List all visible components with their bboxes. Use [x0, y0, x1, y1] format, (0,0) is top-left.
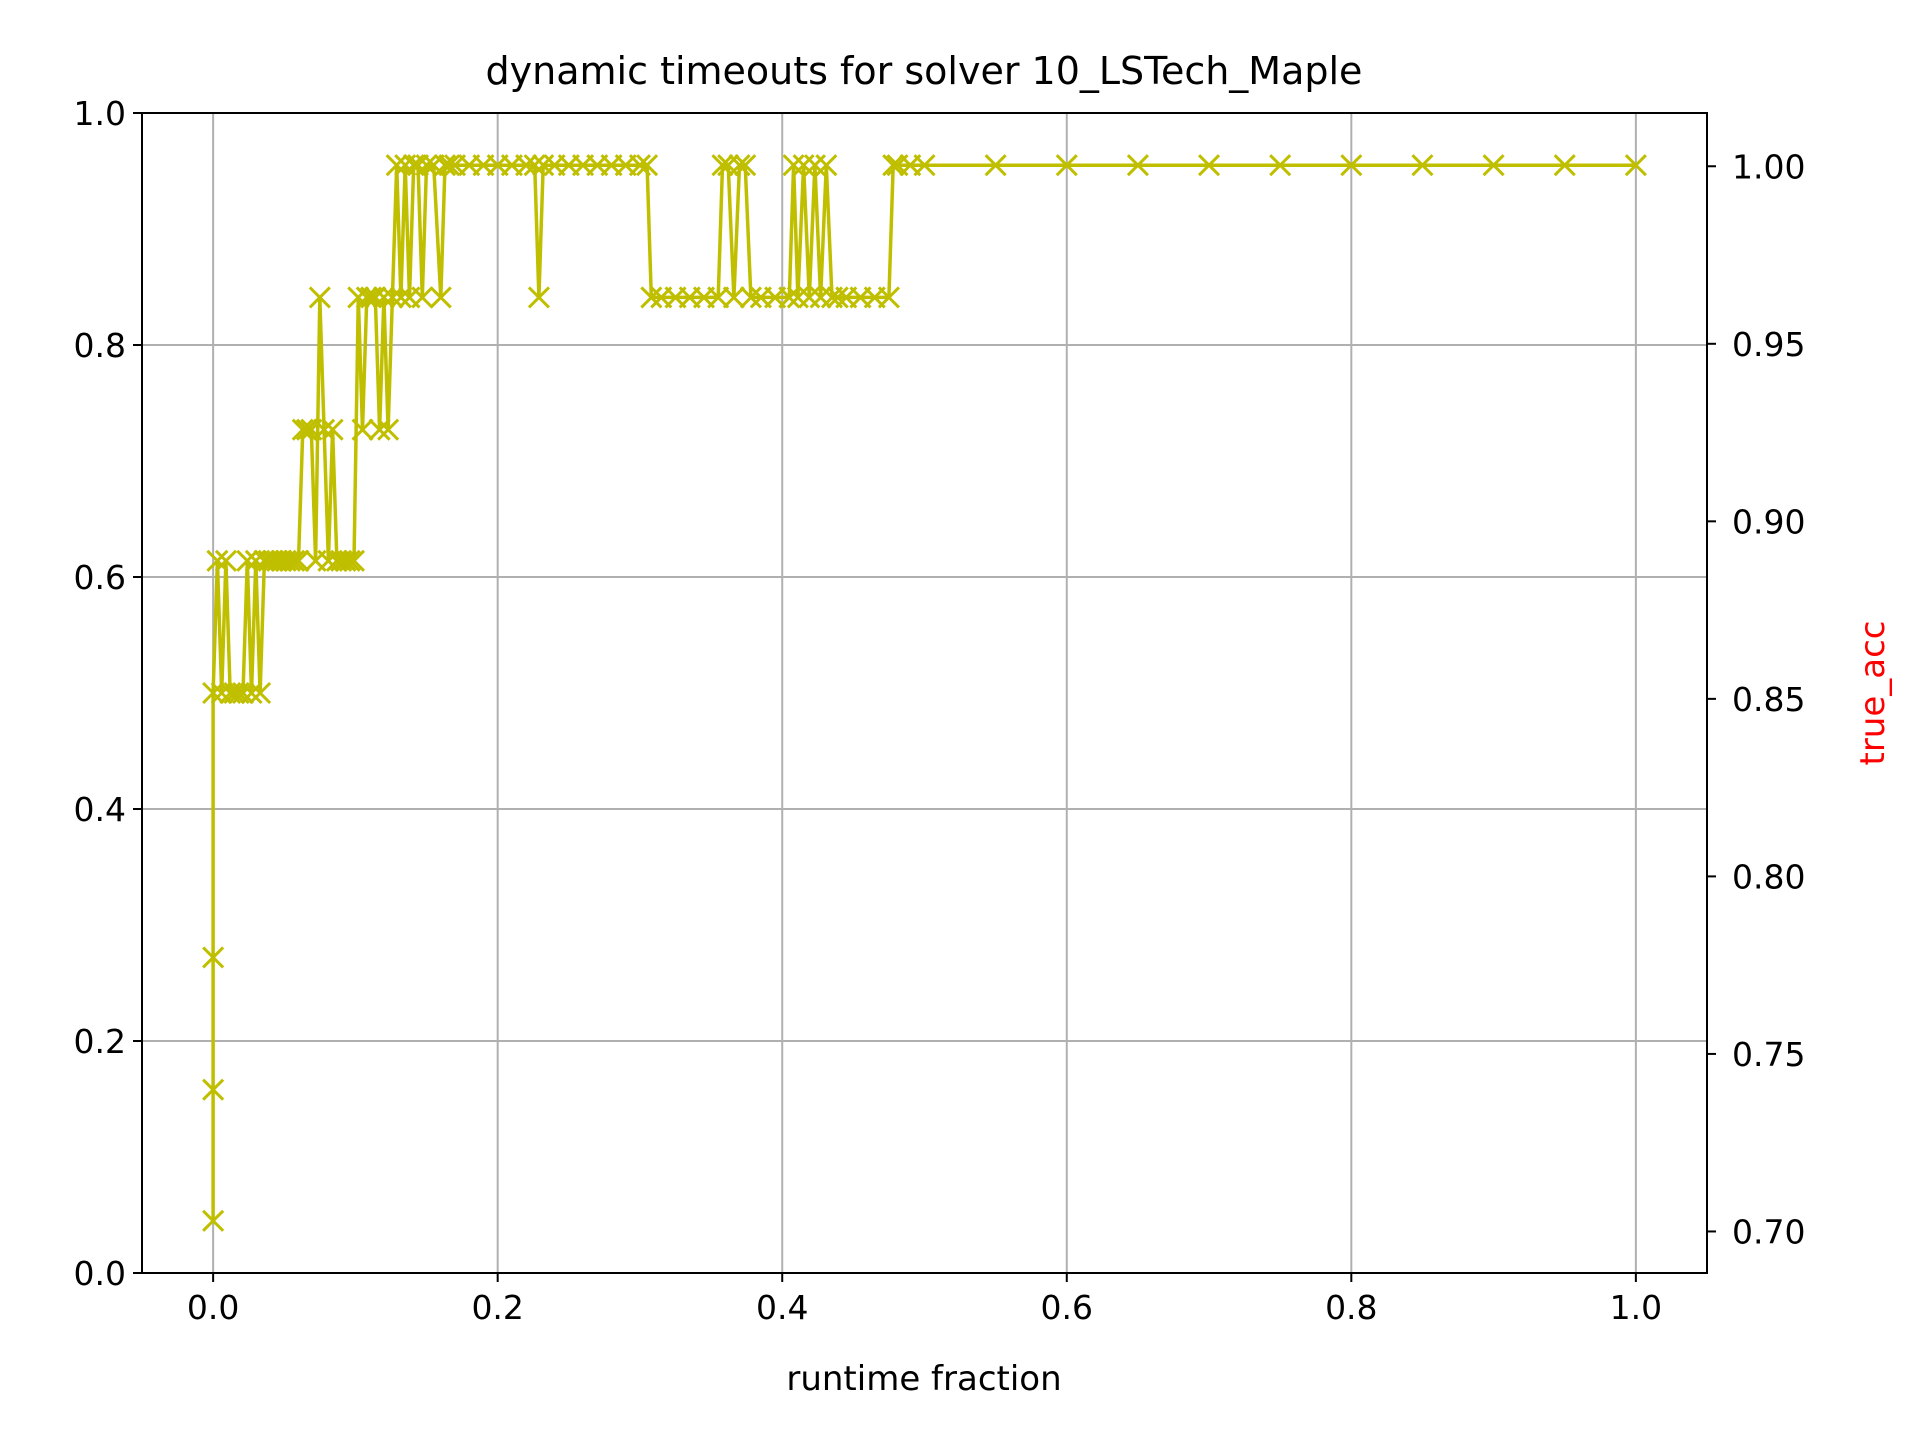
y-tick-label: 0.4 — [74, 790, 126, 829]
data-point-marker — [308, 286, 331, 309]
data-point-marker — [429, 286, 452, 309]
y-tick-label: 0.6 — [74, 558, 126, 597]
data-point-marker — [728, 154, 751, 177]
data-point-marker — [722, 286, 745, 309]
x-tick-label: 0.8 — [1325, 1288, 1377, 1327]
y-tick-label: 1.0 — [74, 94, 126, 133]
data-point-marker — [236, 549, 259, 572]
data-point-marker — [406, 154, 430, 177]
data-point-marker — [826, 286, 849, 309]
data-point-marker — [515, 154, 538, 177]
data-point-marker — [313, 418, 336, 441]
right-y-axis-label: true_acc — [1853, 621, 1893, 766]
data-point-marker — [1126, 154, 1149, 177]
data-point-marker — [202, 1078, 225, 1101]
data-point-marker — [381, 286, 404, 309]
data-point-marker — [711, 154, 734, 177]
data-point-marker — [628, 154, 652, 177]
right-y-tick-label: 0.90 — [1732, 502, 1805, 541]
data-point-marker — [240, 681, 263, 705]
data-point-marker — [295, 418, 319, 441]
x-axis-label: runtime fraction — [786, 1359, 1061, 1399]
data-point-marker — [438, 154, 461, 177]
data-point-marker — [1269, 154, 1292, 177]
data-point-marker — [1055, 154, 1078, 177]
right-y-tick-label: 0.95 — [1732, 325, 1805, 364]
data-point-marker — [355, 286, 378, 309]
data-point-marker — [223, 681, 246, 705]
data-point-marker — [385, 154, 408, 177]
data-point-marker — [782, 154, 805, 177]
data-point-marker — [389, 286, 412, 309]
x-tick-label: 1.0 — [1610, 1288, 1662, 1327]
y-tick-label: 0.2 — [74, 1022, 126, 1061]
data-point-marker — [1411, 154, 1434, 177]
data-point-marker — [640, 286, 663, 309]
data-point-marker — [283, 549, 306, 572]
series-layer — [202, 154, 1647, 1232]
data-point-marker — [202, 946, 225, 969]
data-point-marker — [984, 154, 1007, 177]
data-point-marker — [364, 286, 387, 309]
y-tick-label: 0.0 — [74, 1254, 126, 1293]
x-tick-label: 0.0 — [187, 1288, 239, 1327]
data-point-marker — [523, 154, 546, 177]
data-point-marker — [377, 418, 400, 441]
data-point-marker — [1340, 154, 1363, 177]
data-point-marker — [334, 549, 357, 572]
data-point-marker — [1197, 154, 1221, 177]
data-point-marker — [1624, 154, 1647, 177]
data-point-marker — [372, 286, 395, 309]
data-point-marker — [368, 418, 391, 441]
right-y-tick-label: 0.70 — [1732, 1212, 1805, 1251]
data-point-marker — [882, 154, 905, 177]
data-point-marker — [877, 286, 900, 309]
x-tick-label: 0.2 — [471, 1288, 523, 1327]
chart-title: dynamic timeouts for solver 10_LSTech_Ma… — [486, 49, 1363, 93]
data-point-marker — [913, 154, 936, 177]
plot-frame — [141, 112, 1708, 1274]
right-y-tick-label: 0.75 — [1732, 1035, 1805, 1074]
data-point-marker — [338, 549, 361, 572]
data-point-marker — [1482, 154, 1505, 177]
data-point-marker — [815, 154, 838, 177]
data-point-marker — [778, 286, 801, 309]
data-point-marker — [734, 154, 757, 177]
data-point-marker — [287, 549, 310, 572]
data-point-marker — [202, 681, 225, 705]
right-y-tick-label: 0.80 — [1732, 857, 1805, 896]
x-tick-label: 0.6 — [1041, 1288, 1093, 1327]
data-point-marker — [342, 549, 366, 572]
x-tick-label: 0.4 — [756, 1288, 808, 1327]
right-y-tick-label: 0.85 — [1732, 680, 1805, 719]
data-point-marker — [278, 549, 302, 572]
data-point-marker — [636, 154, 659, 177]
data-point-marker — [411, 286, 434, 309]
data-point-marker — [739, 286, 762, 309]
data-point-marker — [321, 418, 344, 441]
data-point-marker — [214, 549, 238, 572]
data-point-marker — [291, 418, 314, 441]
data-point-marker — [433, 154, 457, 177]
right-y-tick-label: 1.00 — [1732, 147, 1805, 186]
data-point-marker — [351, 418, 374, 441]
data-point-marker — [415, 154, 438, 177]
data-point-marker — [206, 549, 229, 572]
data-point-marker — [1553, 154, 1576, 177]
data-point-marker — [202, 1209, 225, 1232]
data-point-marker — [231, 681, 255, 705]
ticks: 0.0 0.2 0.4 0.6 0.8 1.0 0.0 0.2 0.4 0.6 0.8 1.0 0.70… — [74, 94, 1806, 1327]
data-point-marker — [527, 286, 551, 309]
data-point-marker — [707, 286, 730, 309]
y-tick-label: 0.8 — [74, 326, 126, 365]
data-point-marker — [249, 681, 272, 705]
